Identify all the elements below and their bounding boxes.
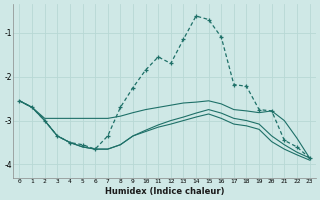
X-axis label: Humidex (Indice chaleur): Humidex (Indice chaleur) — [105, 187, 224, 196]
